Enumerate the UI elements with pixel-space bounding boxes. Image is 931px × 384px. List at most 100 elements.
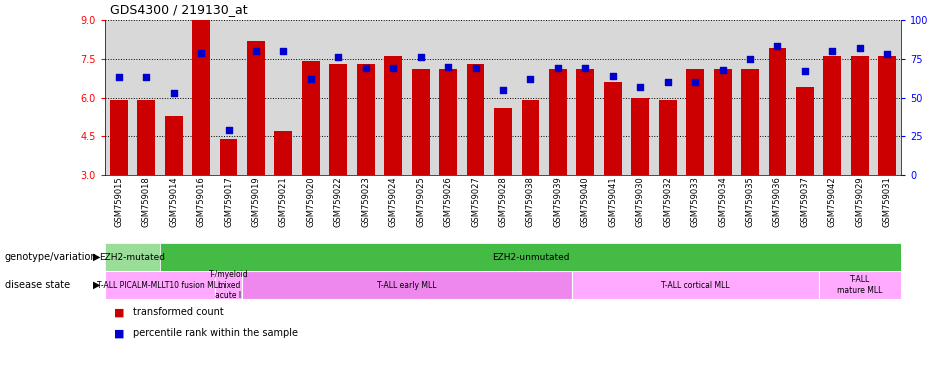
Bar <box>105 243 160 271</box>
Bar <box>215 271 242 299</box>
Point <box>331 54 345 60</box>
Point <box>853 45 868 51</box>
Bar <box>604 82 622 175</box>
Point <box>468 65 483 71</box>
Bar <box>385 56 402 175</box>
Text: percentile rank within the sample: percentile rank within the sample <box>133 328 298 338</box>
Point <box>194 50 209 56</box>
Point <box>633 84 648 90</box>
Text: GSM759031: GSM759031 <box>883 176 892 227</box>
Text: GSM759028: GSM759028 <box>498 176 507 227</box>
Bar <box>357 64 374 175</box>
Text: GSM759036: GSM759036 <box>773 176 782 227</box>
Text: GDS4300 / 219130_at: GDS4300 / 219130_at <box>110 3 248 16</box>
Point <box>413 54 428 60</box>
Text: GSM759023: GSM759023 <box>361 176 371 227</box>
Point <box>660 79 675 85</box>
Bar <box>818 271 901 299</box>
Point <box>798 68 813 74</box>
Text: GSM759014: GSM759014 <box>169 176 178 227</box>
Bar <box>549 69 567 175</box>
Text: GSM759032: GSM759032 <box>663 176 672 227</box>
Point <box>743 56 758 62</box>
Text: GSM759019: GSM759019 <box>251 176 261 227</box>
Text: GSM759029: GSM759029 <box>856 176 864 227</box>
Text: genotype/variation: genotype/variation <box>5 252 97 262</box>
Text: GSM759040: GSM759040 <box>581 176 590 227</box>
Text: T-ALL early MLL: T-ALL early MLL <box>377 280 437 290</box>
Bar <box>165 116 182 175</box>
Point <box>825 48 840 54</box>
Text: GSM759020: GSM759020 <box>306 176 316 227</box>
Point <box>440 63 455 70</box>
Text: GSM759018: GSM759018 <box>142 176 151 227</box>
Bar <box>576 69 594 175</box>
Bar <box>192 20 210 175</box>
Bar <box>220 139 237 175</box>
Text: GSM759035: GSM759035 <box>746 176 754 227</box>
Bar <box>242 271 572 299</box>
Bar <box>466 64 484 175</box>
Bar <box>439 69 457 175</box>
Text: GSM759041: GSM759041 <box>608 176 617 227</box>
Point <box>385 65 400 71</box>
Bar <box>137 100 155 175</box>
Text: T-ALL
mature MLL: T-ALL mature MLL <box>837 275 883 295</box>
Bar <box>521 100 539 175</box>
Bar <box>110 100 128 175</box>
Point <box>358 65 373 71</box>
Bar <box>659 100 677 175</box>
Bar <box>105 271 215 299</box>
Text: GSM759015: GSM759015 <box>115 176 123 227</box>
Text: GSM759017: GSM759017 <box>224 176 233 227</box>
Text: GSM759030: GSM759030 <box>636 176 645 227</box>
Point <box>770 43 785 50</box>
Text: ▶: ▶ <box>92 280 100 290</box>
Text: GSM759016: GSM759016 <box>196 176 206 227</box>
Bar <box>823 56 842 175</box>
Point <box>221 127 236 133</box>
Point <box>249 48 263 54</box>
Bar <box>275 131 292 175</box>
Text: GSM759027: GSM759027 <box>471 176 480 227</box>
Point <box>880 51 895 57</box>
Bar <box>878 56 897 175</box>
Bar <box>302 61 319 175</box>
Bar <box>796 87 814 175</box>
Bar <box>494 108 512 175</box>
Point <box>495 87 510 93</box>
Text: ▶: ▶ <box>92 252 100 262</box>
Bar <box>412 69 429 175</box>
Bar <box>631 98 649 175</box>
Bar <box>572 271 818 299</box>
Bar <box>686 69 704 175</box>
Text: GSM759033: GSM759033 <box>691 176 699 227</box>
Text: ■: ■ <box>115 328 125 338</box>
Text: disease state: disease state <box>5 280 70 290</box>
Point <box>688 79 703 85</box>
Text: GSM759021: GSM759021 <box>279 176 288 227</box>
Bar <box>714 69 732 175</box>
Text: GSM759042: GSM759042 <box>828 176 837 227</box>
Text: GSM759038: GSM759038 <box>526 176 535 227</box>
Text: GSM759026: GSM759026 <box>443 176 452 227</box>
Text: EZH2-unmutated: EZH2-unmutated <box>492 253 569 262</box>
Text: GSM759037: GSM759037 <box>801 176 809 227</box>
Bar <box>769 48 787 175</box>
Text: GSM759022: GSM759022 <box>334 176 343 227</box>
Point <box>715 66 730 73</box>
Text: ■: ■ <box>115 307 125 317</box>
Text: GSM759039: GSM759039 <box>553 176 562 227</box>
Point <box>166 90 181 96</box>
Text: T-/myeloid
mixed
acute l: T-/myeloid mixed acute l <box>209 270 249 300</box>
Bar <box>247 41 265 175</box>
Point <box>578 65 593 71</box>
Point <box>605 73 620 79</box>
Bar <box>851 56 869 175</box>
Point <box>276 48 290 54</box>
Point <box>304 76 318 82</box>
Bar <box>330 64 347 175</box>
Text: EZH2-mutated: EZH2-mutated <box>100 253 166 262</box>
Point <box>139 74 154 80</box>
Text: T-ALL PICALM-MLLT10 fusion MLL: T-ALL PICALM-MLLT10 fusion MLL <box>97 280 223 290</box>
